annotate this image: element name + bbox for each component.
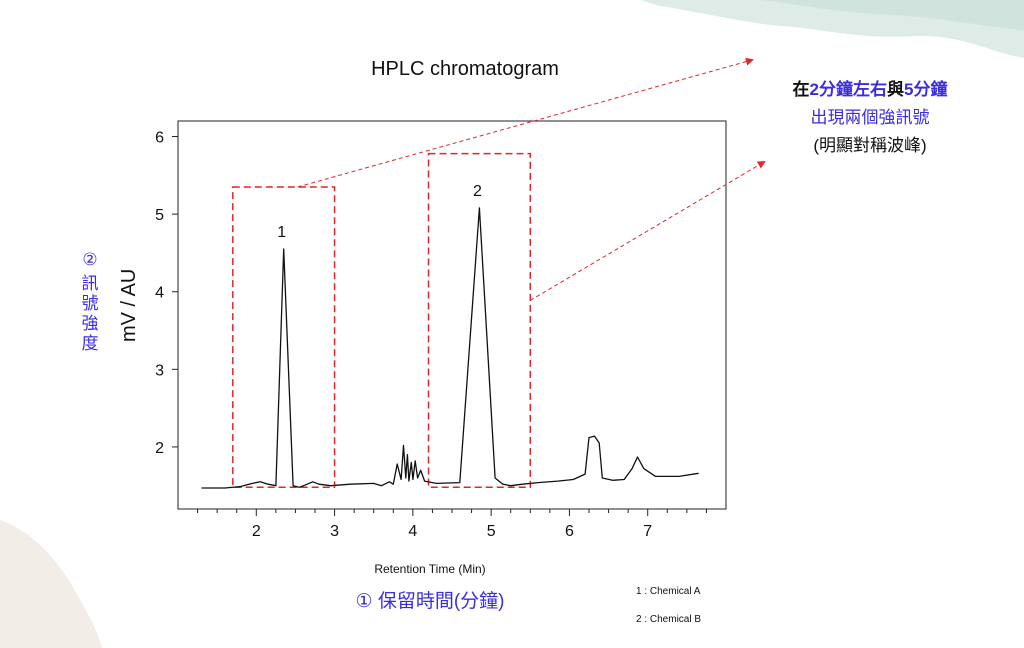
y-annotation-number: ② [82, 250, 98, 269]
x-annotation: ① 保留時間(分鐘) [355, 591, 505, 612]
x-tick-label: 6 [565, 523, 574, 540]
peak-callout: 在2分鐘左右與5分鐘 出現兩個強訊號 (明顯對稱波峰) [760, 76, 980, 160]
callout-line-2: 出現兩個強訊號 [810, 108, 930, 127]
legend-entry-a: 1 : Chemical A [636, 586, 701, 597]
pointer-arrow [297, 57, 754, 188]
y-tick-label: 6 [155, 130, 164, 147]
callout-line-1: 在2分鐘左右與5分鐘 [760, 76, 980, 104]
chart-title: HPLC chromatogram [371, 58, 559, 80]
peak-label: 2 [473, 183, 482, 200]
x-tick-label: 4 [408, 523, 417, 540]
callout-line-3: (明顯對稱波峰) [813, 136, 927, 155]
axes: 2 3 4 5 6 2 3 4 5 6 7 [155, 130, 707, 540]
callout-prefix: 在 [792, 80, 810, 99]
legend-entry-b: 2 : Chemical B [636, 614, 702, 625]
callout-mid: 與 [887, 80, 904, 99]
peak-label: 1 [277, 224, 286, 241]
callout-time-2: 5分鐘 [904, 80, 948, 99]
pointer-arrow [530, 160, 766, 301]
x-tick-label: 2 [252, 523, 261, 540]
y-tick-label: 3 [155, 362, 164, 379]
y-annotation: ② 訊 號 強 度 [76, 250, 104, 354]
callout-time-1: 2分鐘左右 [809, 80, 887, 99]
peak-labels: 12 [277, 183, 482, 241]
x-tick-label: 3 [330, 523, 339, 540]
y-tick-label: 4 [155, 285, 164, 302]
y-annotation-char: 度 [81, 334, 99, 353]
decor-wash-bottom-left [0, 520, 102, 648]
chromatogram-trace [201, 207, 699, 489]
y-tick-label: 2 [155, 440, 164, 457]
x-tick-label: 5 [487, 523, 496, 540]
x-axis-label: Retention Time (Min) [374, 562, 486, 576]
plot-frame [177, 120, 727, 510]
y-annotation-char: 訊 [81, 274, 99, 293]
highlight-box [427, 152, 532, 489]
pointer-arrows [297, 57, 766, 301]
y-annotation-char: 號 [81, 294, 99, 313]
x-tick-label: 7 [643, 523, 652, 540]
decor-wash-top-right [640, 0, 1024, 58]
highlight-boxes [232, 152, 532, 489]
y-annotation-char: 強 [81, 314, 99, 333]
highlight-box [232, 186, 336, 489]
y-axis-label: mV / AU [118, 268, 140, 342]
y-tick-label: 5 [155, 207, 164, 224]
